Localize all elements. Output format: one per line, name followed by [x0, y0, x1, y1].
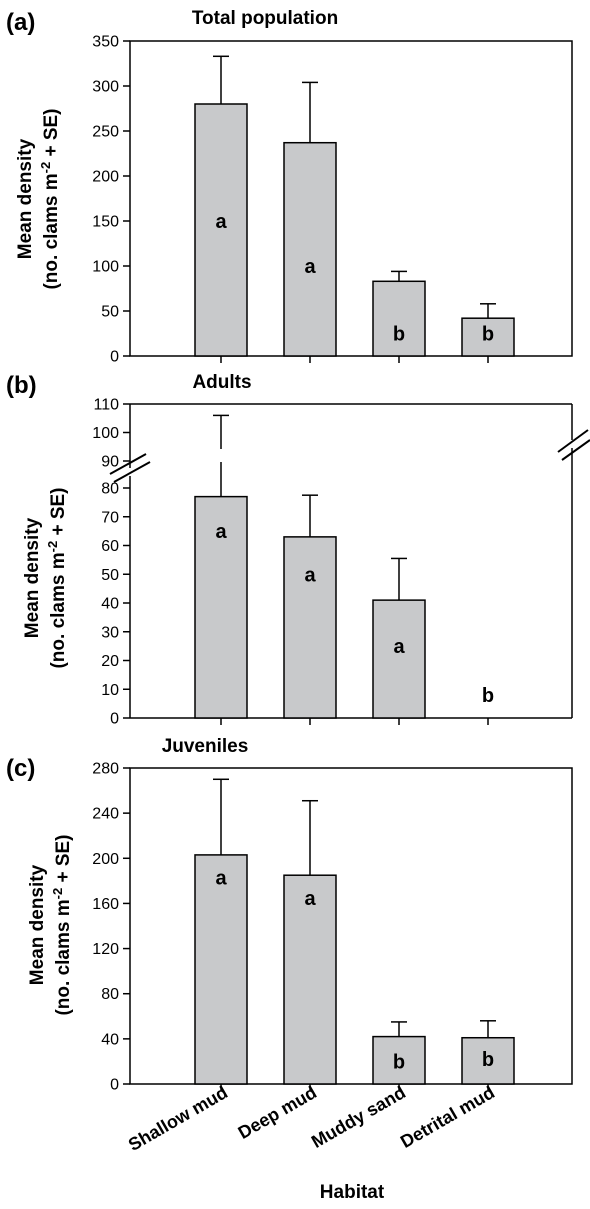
y-tick-label-0-150: 150 — [92, 214, 119, 231]
y-ticks-c: 0 40 80 120 160 200 240 280 — [92, 761, 130, 1094]
y-axis-title-b: Mean density (no. clams m-2 + SE) — [22, 487, 69, 668]
panel-title-c: Juveniles — [162, 736, 249, 757]
y-tick-label-2-0: 0 — [110, 1077, 119, 1094]
plot-frame-c — [129, 767, 573, 1085]
y-axis-title-a-line2: (no. clams m-2 + SE) — [38, 108, 62, 289]
y-axis-title-b-tail: + SE) — [48, 487, 69, 540]
panel-label-a: (a) — [6, 9, 35, 36]
bars-c: a a b b — [194, 778, 515, 1085]
bar-2-0 — [194, 854, 248, 1085]
y-axis-title-a-line2-main: (no. clams m — [41, 173, 62, 289]
y-tick-label-1-10: 10 — [101, 682, 119, 699]
y-tick-label-1-60: 60 — [101, 538, 119, 555]
y-tick-label-0-0: 0 — [110, 349, 119, 366]
y-axis-title-b-line1: Mean density — [22, 517, 43, 638]
bar-2-3 — [461, 1036, 515, 1085]
panel-title-a: Total population — [192, 8, 338, 29]
y-axis-title-c-sup: -2 — [50, 888, 65, 900]
significance-label-1-2: a — [393, 636, 405, 658]
y-axis-title-b-line2: (no. clams m-2 + SE) — [45, 487, 69, 668]
y-axis-title-a-tail: + SE) — [41, 108, 62, 161]
y-tick-label-0-250: 250 — [92, 124, 119, 141]
y-tick-label-0-350: 350 — [92, 34, 119, 51]
y-tick-label-2-200: 200 — [92, 851, 119, 868]
y-tick-label-1-110: 110 — [93, 397, 119, 414]
y-axis-title-a-sup: -2 — [38, 162, 53, 174]
y-tick-label-1-80: 80 — [101, 481, 119, 498]
y-ticks-b: 0 10 20 30 40 50 60 70 80 90 100 110 — [92, 397, 130, 728]
significance-label-2-2: b — [393, 1051, 405, 1073]
significance-label-2-1: a — [304, 888, 316, 910]
x-category-label-3: Detrital mud — [397, 1082, 498, 1152]
significance-label-0-2: b — [393, 324, 405, 346]
bar-2-2 — [372, 1035, 426, 1085]
x-category-label-2: Muddy sand — [308, 1082, 409, 1152]
panel-c: (c) Juveniles Mean density (no. clams m-… — [6, 736, 573, 1094]
bar-2-1 — [283, 874, 337, 1085]
y-axis-title-b-line2-main: (no. clams m — [48, 552, 69, 668]
y-axis-title-b-sup: -2 — [45, 541, 60, 553]
y-tick-label-2-160: 160 — [92, 896, 119, 913]
y-tick-label-1-30: 30 — [101, 624, 119, 641]
axis-break-left-2 — [113, 461, 151, 483]
axis-break-right-2 — [561, 439, 590, 461]
plot-frame-b — [109, 403, 590, 719]
x-ticks-c — [220, 1084, 489, 1091]
x-ticks-a — [220, 356, 489, 363]
significance-label-0-1: a — [304, 256, 316, 278]
y-tick-label-0-100: 100 — [92, 259, 119, 276]
y-tick-label-1-90: 90 — [101, 454, 119, 471]
significance-label-2-3: b — [482, 1049, 494, 1071]
panel-title-b: Adults — [192, 372, 251, 393]
significance-label-2-0: a — [215, 867, 227, 889]
x-ticks-b — [220, 718, 489, 725]
y-axis-title-c-line2-main: (no. clams m — [53, 899, 74, 1015]
y-ticks-a: 0 50 100 150 200 250 300 350 — [92, 34, 130, 366]
y-tick-label-1-100: 100 — [92, 425, 119, 442]
panel-label-b: (b) — [6, 372, 37, 399]
significance-label-0-3: b — [482, 324, 494, 346]
bar-0-1 — [283, 141, 337, 357]
y-tick-label-1-40: 40 — [101, 596, 119, 613]
significance-label-1-0: a — [215, 521, 227, 543]
y-tick-label-2-40: 40 — [101, 1031, 119, 1048]
x-axis-title: Habitat — [320, 1182, 385, 1203]
bars-a: a a b b — [194, 55, 515, 357]
y-tick-label-1-0: 0 — [110, 711, 119, 728]
axis-break-right-1 — [557, 429, 589, 453]
y-tick-label-1-50: 50 — [101, 567, 119, 584]
y-axis-title-c-tail: + SE) — [53, 834, 74, 887]
y-axis-title-c-line1: Mean density — [27, 864, 48, 985]
bar-1-1 — [283, 536, 337, 719]
y-tick-label-1-20: 20 — [101, 653, 119, 670]
y-tick-label-0-300: 300 — [92, 79, 119, 96]
significance-label-0-0: a — [215, 211, 227, 233]
bar-1-2 — [372, 599, 426, 719]
plot-frame-a — [129, 40, 573, 357]
significance-label-1-3: b — [482, 685, 494, 707]
bars-b: a a a b — [194, 414, 494, 719]
y-tick-label-2-280: 280 — [92, 761, 119, 778]
panel-b: (b) Adults Mean density (no. clams m-2 +… — [6, 372, 590, 728]
axis-break-left-1 — [109, 453, 147, 475]
y-tick-label-2-240: 240 — [92, 806, 119, 823]
y-axis-title-c: Mean density (no. clams m-2 + SE) — [27, 834, 74, 1015]
significance-label-1-1: a — [304, 564, 316, 586]
y-axis-title-a: Mean density (no. clams m-2 + SE) — [15, 108, 62, 289]
y-axis-title-c-line2: (no. clams m-2 + SE) — [50, 834, 74, 1015]
y-tick-label-2-120: 120 — [92, 941, 119, 958]
panel-a: (a) Total population Mean density (no. c… — [6, 8, 573, 366]
x-category-label-1: Deep mud — [235, 1082, 320, 1143]
y-axis-title-a-line1: Mean density — [15, 138, 36, 259]
panel-label-c: (c) — [6, 755, 35, 782]
y-tick-label-0-50: 50 — [101, 304, 119, 321]
x-category-label-0: Shallow mud — [125, 1082, 231, 1155]
y-tick-label-2-80: 80 — [101, 986, 119, 1003]
y-tick-label-1-70: 70 — [101, 509, 119, 526]
y-tick-label-0-200: 200 — [92, 169, 119, 186]
